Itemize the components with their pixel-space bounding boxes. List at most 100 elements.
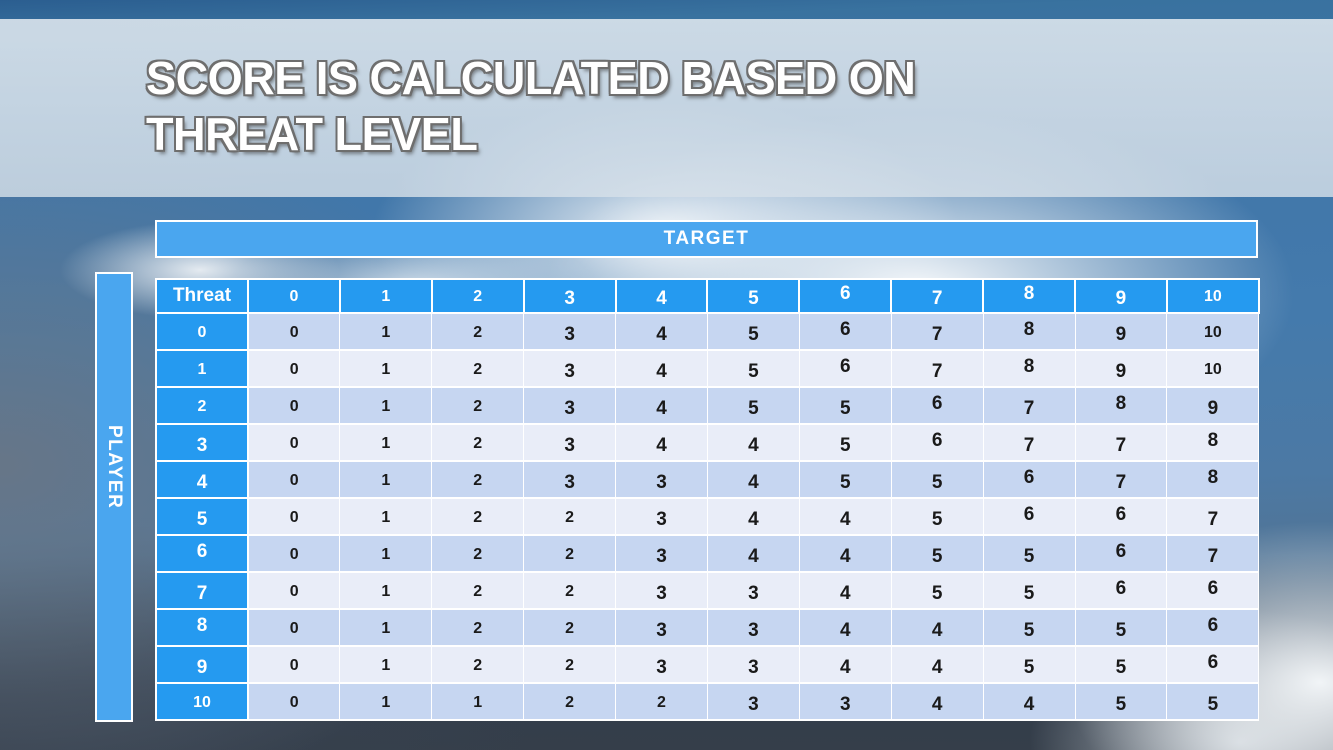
row-header-cell: 10 [155, 682, 249, 721]
matrix-cell: 7 [890, 350, 984, 388]
matrix-cell: 7 [982, 424, 1076, 462]
matrix-cell: 4 [706, 498, 800, 536]
row-header-cell: 1 [155, 349, 249, 388]
matrix-cell: 8 [982, 350, 1076, 388]
matrix-cell: 6 [1074, 535, 1168, 573]
matrix-cell: 8 [1166, 424, 1260, 462]
matrix-cell: 6 [1074, 498, 1168, 536]
title-band [0, 19, 1333, 197]
matrix-cell: 6 [982, 498, 1076, 536]
matrix-cell: 2 [523, 498, 617, 536]
matrix-cell: 3 [706, 572, 800, 610]
matrix-cell: 4 [798, 646, 892, 684]
matrix-cell: 6 [798, 313, 892, 351]
matrix-cell: 0 [247, 683, 341, 721]
row-header-cell: 3 [155, 423, 249, 462]
matrix-cell: 0 [247, 387, 341, 425]
player-axis-label: PLAYER [104, 424, 125, 510]
matrix-cell: 6 [1074, 572, 1168, 610]
matrix-cell: 2 [523, 572, 617, 610]
column-header-cell: 10 [1165, 278, 1260, 314]
slide-title-line2: THREAT LEVEL [146, 108, 478, 160]
matrix-cell: 5 [1074, 609, 1168, 647]
matrix-cell: 2 [431, 646, 525, 684]
matrix-cell: 0 [247, 498, 341, 536]
matrix-cell: 5 [1166, 683, 1260, 721]
matrix-cell: 3 [523, 461, 617, 499]
matrix-cell: 3 [615, 646, 708, 684]
matrix-cell: 3 [706, 609, 800, 647]
matrix-cell: 9 [1074, 350, 1168, 388]
slide-title: SCORE IS CALCULATED BASED ON THREAT LEVE… [146, 50, 1224, 162]
score-matrix: Threat 0 1 2 3 4 5 6 7 8 9 10 0 0 1 2 3 4 5 6 7 8 9 10 1 0 1 2 3 4 5 6 7… [155, 278, 1260, 721]
column-header-cell: 0 [247, 278, 341, 314]
matrix-cell: 5 [1074, 683, 1168, 721]
matrix-cell: 6 [890, 387, 984, 425]
matrix-cell: 6 [1166, 646, 1260, 684]
row-header-cell: 8 [155, 608, 249, 647]
matrix-cell: 4 [615, 350, 708, 388]
matrix-cell: 4 [890, 683, 984, 721]
matrix-cell: 6 [798, 350, 892, 388]
matrix-cell: 3 [615, 535, 708, 573]
matrix-cell: 1 [339, 461, 433, 499]
matrix-cell: 7 [1166, 498, 1260, 536]
matrix-header-row: Threat 0 1 2 3 4 5 6 7 8 9 10 [155, 278, 1260, 314]
matrix-cell: 3 [706, 646, 800, 684]
matrix-cell: 5 [706, 313, 800, 351]
row-header-cell: 4 [155, 460, 249, 499]
matrix-cell: 6 [890, 424, 984, 462]
matrix-cell: 0 [247, 572, 341, 610]
matrix-cell: 3 [798, 683, 892, 721]
matrix-cell: 5 [890, 461, 984, 499]
matrix-cell: 5 [890, 572, 984, 610]
matrix-cell: 1 [339, 424, 433, 462]
row-header-cell: 5 [155, 497, 249, 536]
column-header-cell: 6 [798, 278, 893, 314]
matrix-cell: 3 [615, 572, 708, 610]
matrix-cell: 2 [431, 387, 525, 425]
matrix-cell: 1 [339, 387, 433, 425]
matrix-cell: 5 [982, 572, 1076, 610]
matrix-cell: 4 [706, 424, 800, 462]
matrix-cell: 1 [339, 572, 433, 610]
matrix-cell: 7 [982, 387, 1076, 425]
row-header-cell: 2 [155, 386, 249, 425]
matrix-cell: 7 [1074, 424, 1168, 462]
matrix-cell: 0 [247, 313, 341, 351]
matrix-cell: 5 [890, 498, 984, 536]
matrix-cell: 4 [798, 572, 892, 610]
matrix-cell: 7 [1074, 461, 1168, 499]
matrix-cell: 9 [1074, 313, 1168, 351]
matrix-cell: 1 [339, 313, 433, 351]
matrix-cell: 6 [1166, 572, 1260, 610]
matrix-cell: 4 [890, 609, 984, 647]
matrix-cell: 1 [339, 683, 433, 721]
matrix-cell: 6 [982, 461, 1076, 499]
matrix-cell: 4 [706, 535, 800, 573]
matrix-cell: 1 [339, 609, 433, 647]
matrix-cell: 5 [798, 387, 892, 425]
matrix-cell: 2 [523, 609, 617, 647]
matrix-cell: 2 [431, 424, 525, 462]
matrix-cell: 8 [982, 313, 1076, 351]
column-header-cell: 4 [614, 278, 709, 314]
matrix-cell: 4 [798, 498, 892, 536]
matrix-cell: 8 [1166, 461, 1260, 499]
matrix-cell: 5 [798, 424, 892, 462]
matrix-row: 1 0 1 2 3 4 5 6 7 8 9 10 [155, 349, 1260, 388]
matrix-cell: 0 [247, 350, 341, 388]
matrix-cell: 4 [890, 646, 984, 684]
column-header-cell: 3 [522, 278, 617, 314]
slide-title-line1: SCORE IS CALCULATED BASED ON [146, 52, 916, 104]
matrix-cell: 5 [798, 461, 892, 499]
row-header-cell: 0 [155, 312, 249, 351]
matrix-cell: 2 [431, 572, 525, 610]
matrix-cell: 0 [247, 646, 341, 684]
